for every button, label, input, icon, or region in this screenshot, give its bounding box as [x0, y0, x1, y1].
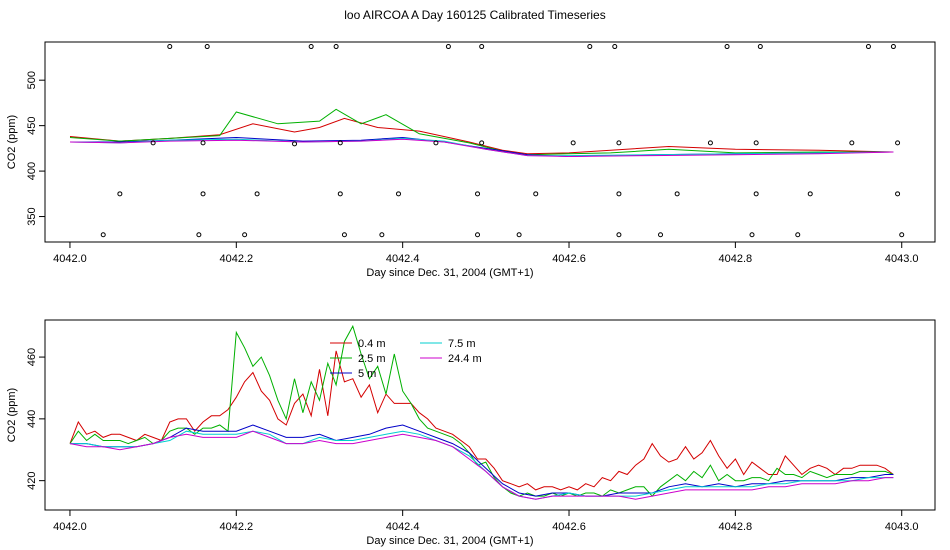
- x-tick-label: 4042.4: [386, 521, 420, 533]
- sample-point: [895, 140, 901, 146]
- x-axis-label: Day since Dec. 31, 2004 (GMT+1): [366, 535, 533, 547]
- y-tick-label: 440: [26, 410, 38, 428]
- sample-point: [308, 44, 314, 50]
- sample-point: [674, 191, 680, 197]
- y-axis-label: CO2 (ppm): [6, 388, 18, 442]
- series-line-7-5-m: [70, 430, 894, 500]
- sample-point: [204, 44, 210, 50]
- sample-point: [616, 191, 622, 197]
- sample-point: [795, 232, 801, 238]
- sample-point: [890, 44, 896, 50]
- sample-point: [516, 232, 522, 238]
- x-tick-label: 4043.0: [885, 521, 919, 533]
- series-line-5-m: [70, 424, 894, 497]
- sample-point: [475, 191, 481, 197]
- y-axis-label: CO2 (ppm): [6, 115, 18, 169]
- sample-point: [753, 140, 759, 146]
- legend-label: 5 m: [358, 368, 376, 380]
- sample-point: [254, 191, 260, 197]
- y-tick-label: 500: [26, 71, 38, 89]
- x-tick-label: 4042.6: [552, 253, 586, 265]
- sample-point: [396, 191, 402, 197]
- y-tick-label: 450: [26, 116, 38, 134]
- sample-point: [379, 232, 385, 238]
- legend-label: 2.5 m: [358, 353, 386, 365]
- sample-point: [749, 232, 755, 238]
- sample-point: [292, 141, 298, 147]
- x-tick-label: 4042.2: [219, 253, 253, 265]
- sample-point: [341, 232, 347, 238]
- x-tick-label: 4042.0: [53, 521, 87, 533]
- sample-point: [196, 232, 202, 238]
- series-line-0-4-m: [69, 350, 894, 491]
- series-line-7-5-m: [69, 137, 894, 157]
- chart-title: loo AIRCOA A Day 160125 Calibrated Times…: [344, 8, 606, 22]
- sample-point: [433, 140, 439, 146]
- sample-point: [570, 140, 576, 146]
- legend-label: 0.4 m: [358, 338, 386, 350]
- sample-point: [479, 140, 485, 146]
- sample-point: [100, 232, 106, 238]
- y-tick-label: 350: [26, 207, 38, 225]
- sample-point: [150, 140, 156, 146]
- sample-point: [899, 232, 905, 238]
- x-tick-label: 4042.6: [552, 521, 586, 533]
- sample-point: [616, 232, 622, 238]
- sample-point: [616, 140, 622, 146]
- sample-point: [445, 44, 451, 50]
- series-line-2-5-m: [69, 324, 894, 497]
- sample-point: [533, 191, 539, 197]
- panel-1: 4042.0 4042.2 4042.4 4042.6 4042.8 4043.0 350 4…: [6, 41, 936, 279]
- legend-label: 7.5 m: [448, 338, 476, 350]
- sample-point: [895, 191, 901, 197]
- sample-point: [333, 44, 339, 50]
- sample-point: [117, 191, 123, 197]
- sample-point: [200, 191, 206, 197]
- panel-2: 4042.0 4042.2 4042.4 4042.6 4042.8 4043.0 420 4…: [6, 319, 936, 547]
- sample-point: [337, 140, 343, 146]
- sample-point: [753, 191, 759, 197]
- y-tick-label: 460: [26, 348, 38, 366]
- legend: 0.4 m 2.5 m 5 m 7.5 m 24.4 m: [330, 338, 482, 380]
- x-tick-label: 4042.4: [386, 253, 420, 265]
- x-axis-label: Day since Dec. 31, 2004 (GMT+1): [366, 267, 533, 279]
- plot-frame: [44, 41, 936, 243]
- sample-point: [757, 44, 763, 50]
- sample-point: [479, 44, 485, 50]
- sample-point: [612, 44, 618, 50]
- sample-point: [167, 44, 173, 50]
- series-line-24-4-m: [69, 138, 894, 158]
- sample-point: [475, 232, 481, 238]
- y-tick-label: 400: [26, 162, 38, 180]
- sample-point: [865, 44, 871, 50]
- sample-point: [658, 232, 664, 238]
- x-tick-label: 4042.0: [53, 253, 87, 265]
- sample-point: [724, 44, 730, 50]
- sample-point: [242, 232, 248, 238]
- sample-point: [587, 44, 593, 50]
- plot-frame: [44, 319, 936, 511]
- sample-point: [807, 191, 813, 197]
- sample-point: [337, 191, 343, 197]
- y-tick-label: 420: [26, 471, 38, 489]
- x-tick-label: 4042.8: [719, 253, 753, 265]
- legend-label: 24.4 m: [448, 353, 482, 365]
- series-line-0-4-m: [69, 117, 894, 155]
- x-tick-label: 4042.2: [219, 521, 253, 533]
- series-line-2-5-m: [69, 108, 894, 156]
- sample-point: [849, 140, 855, 146]
- x-tick-label: 4042.8: [719, 521, 753, 533]
- series-line-24-4-m: [69, 430, 894, 500]
- sample-point: [707, 140, 713, 146]
- x-tick-label: 4043.0: [885, 253, 919, 265]
- sample-point: [200, 140, 206, 146]
